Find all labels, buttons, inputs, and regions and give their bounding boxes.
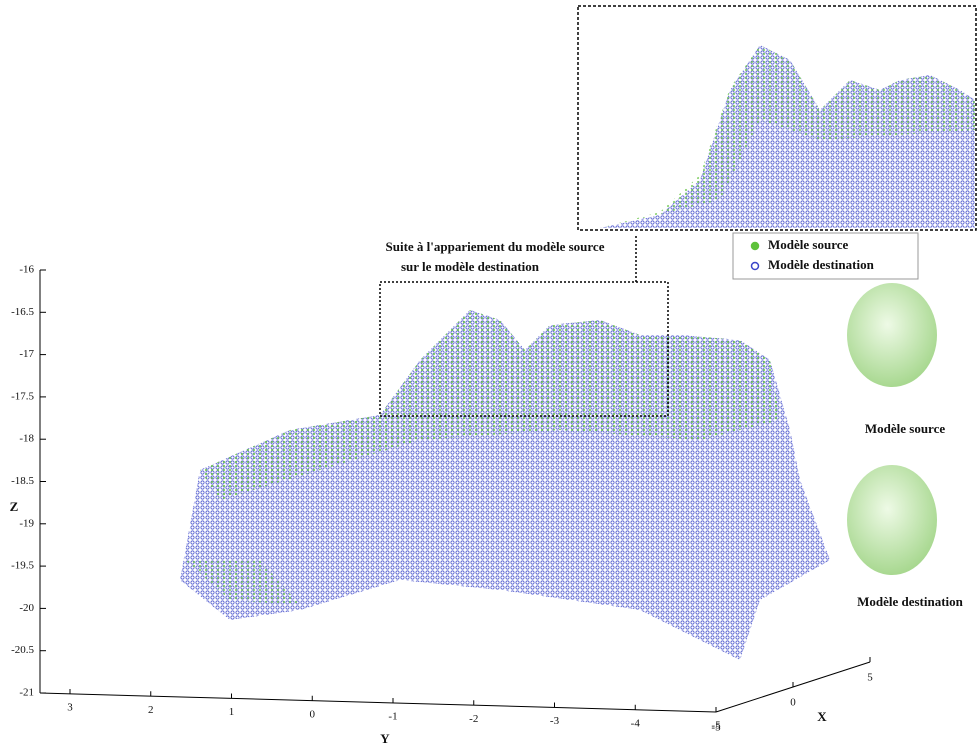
y-tick-label: -1 <box>388 711 397 723</box>
y-tick-label: -2 <box>469 713 478 725</box>
y-tick-label: 0 <box>310 708 316 720</box>
face-label: Modèle destination <box>857 594 964 609</box>
annotation: sur le modèle destination <box>401 259 540 274</box>
z-tick-label: -17.5 <box>11 390 34 402</box>
legend-marker <box>750 241 760 251</box>
zoom-box <box>379 281 669 417</box>
z-tick-label: -17 <box>19 348 34 360</box>
y-axis <box>39 692 717 713</box>
x-tick-label: -5 <box>711 722 721 734</box>
face-image <box>847 465 937 575</box>
face-image <box>847 283 937 387</box>
y-label: Y <box>380 731 390 746</box>
x-tick-label: 0 <box>790 697 796 709</box>
z-tick-label: -19 <box>19 517 34 529</box>
z-tick-label: -21 <box>19 687 34 699</box>
legend-marker <box>750 261 760 271</box>
z-tick-label: -16.5 <box>11 306 34 318</box>
legend-label: Modèle destination <box>768 257 875 272</box>
z-tick-label: -20.5 <box>11 644 34 656</box>
z-label: Z <box>10 499 19 514</box>
z-tick-label: -18.5 <box>11 475 34 487</box>
legend: Modèle source Modèle destination <box>732 232 919 280</box>
z-tick-label: -16 <box>19 264 34 276</box>
y-tick-label: -5 <box>711 720 721 732</box>
inset-cloud <box>600 45 975 228</box>
y-tick-label: 2 <box>148 704 154 716</box>
legend-label: Modèle source <box>768 237 848 252</box>
x-tick-label: 5 <box>867 672 873 684</box>
y-tick-label: 1 <box>229 706 235 718</box>
y-tick-label: 3 <box>67 702 73 714</box>
z-tick-label: -19.5 <box>11 560 34 572</box>
annotation: Suite à l'appariement du modèle source <box>386 239 605 254</box>
point-cloud <box>180 310 830 660</box>
z-tick-label: -20 <box>19 602 34 614</box>
legend-box <box>732 232 919 280</box>
x-label: X <box>817 709 827 724</box>
face-label: Modèle source <box>865 421 945 436</box>
y-tick-label: -3 <box>550 715 560 727</box>
z-tick-label: -18 <box>19 433 34 445</box>
y-tick-label: -4 <box>631 717 641 729</box>
